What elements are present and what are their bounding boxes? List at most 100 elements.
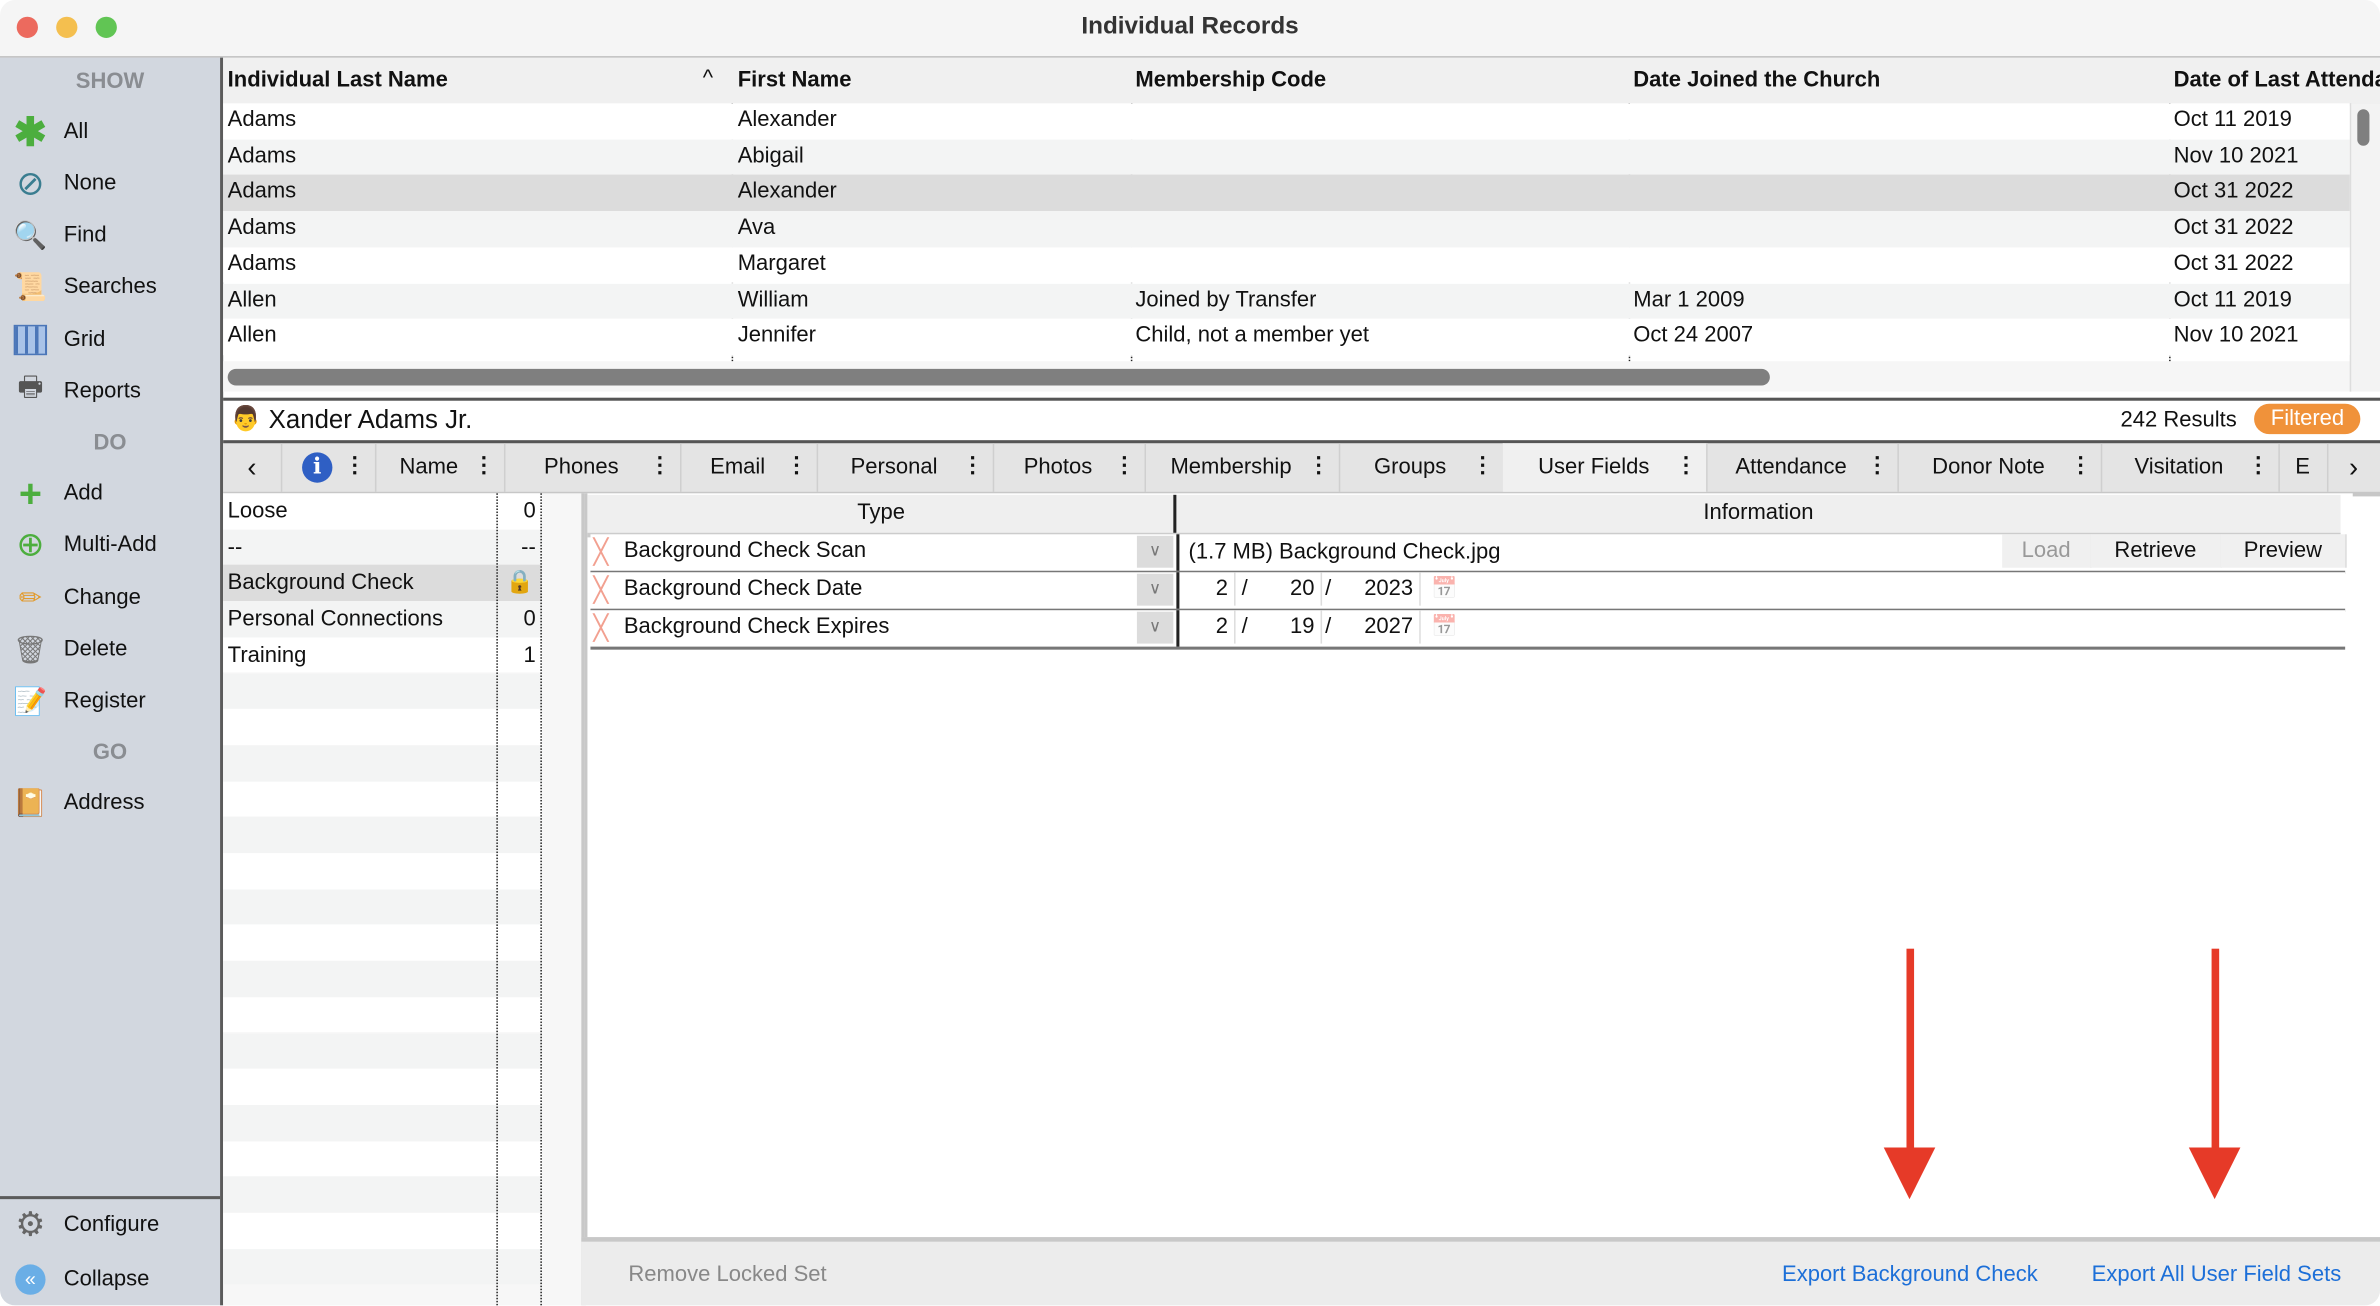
lock-icon[interactable]: 🔒 <box>505 569 534 596</box>
sidebar-item-find[interactable]: 🔍 Find <box>12 216 217 255</box>
preview-button[interactable]: Preview <box>2220 534 2347 568</box>
month-field[interactable]: 2 <box>1181 572 1236 606</box>
field-set-item[interactable]: Background Check 🔒 <box>223 565 542 602</box>
vertical-scrollbar[interactable] <box>2357 109 2370 146</box>
table-row[interactable]: Adams Alexander Oct 11 2019 <box>223 103 2350 140</box>
sort-ascending-icon[interactable]: ^ <box>702 66 714 92</box>
sidebar: SHOW ✱ All ⊘ None 🔍 Find 📜 Searches Grid 🖶 Re… <box>0 57 224 1306</box>
table-cell: Adams <box>227 107 297 133</box>
tab-menu-icon[interactable]: ⋮ <box>648 453 671 479</box>
tab-visitation[interactable]: Visitation ⋮ <box>2101 443 2280 492</box>
sidebar-item-add[interactable]: + Add <box>12 470 217 516</box>
column-header-last-name[interactable]: Individual Last Name <box>227 68 448 93</box>
load-button[interactable]: Load <box>2002 534 2092 568</box>
tab-prev-button[interactable]: ‹ <box>223 443 283 492</box>
table-row[interactable]: Adams Alexander Oct 31 2022 <box>223 175 2350 212</box>
tab-label: Personal <box>850 455 938 480</box>
tab-menu-icon[interactable]: ⋮ <box>2247 453 2270 479</box>
tab-next-button[interactable]: › <box>2348 451 2359 482</box>
tab-menu-icon[interactable]: ⋮ <box>1307 453 1330 479</box>
tab-label: User Fields <box>1538 455 1650 480</box>
export-all-user-field-sets-link[interactable]: Export All User Field Sets <box>2091 1262 2342 1288</box>
no-entry-icon: ⊘ <box>16 163 45 202</box>
sidebar-item-change[interactable]: ✏ Change <box>12 578 217 617</box>
sidebar-item-grid[interactable]: Grid <box>12 320 217 359</box>
remove-field-icon[interactable]: ╳ <box>593 540 609 567</box>
filtered-badge[interactable]: Filtered <box>2254 403 2361 435</box>
tab-donor-note[interactable]: Donor Note ⋮ <box>1897 443 2103 492</box>
tab-e[interactable]: E <box>2278 443 2329 492</box>
table-row[interactable]: Adams Abigail Nov 10 2021 <box>223 139 2350 176</box>
tab-menu-icon[interactable]: ⋮ <box>1471 453 1494 479</box>
remove-field-icon[interactable]: ╳ <box>593 578 609 605</box>
tab-email[interactable]: Email ⋮ <box>680 443 819 492</box>
remove-field-icon[interactable]: ╳ <box>593 616 609 643</box>
table-row[interactable]: Adams Margaret Oct 31 2022 <box>223 247 2350 284</box>
tab-attendance[interactable]: Attendance ⋮ <box>1706 443 1899 492</box>
field-set-count: 0 <box>523 607 536 632</box>
table-row[interactable]: Adams Ava Oct 31 2022 <box>223 211 2350 248</box>
field-set-name: -- <box>227 535 243 560</box>
minimize-button[interactable] <box>56 16 78 38</box>
field-set-item[interactable]: Loose 0 <box>223 493 542 530</box>
tab-user-fields[interactable]: User Fields ⋮ <box>1502 443 1708 492</box>
field-type: Background Check Date <box>623 576 863 602</box>
dropdown-chevron-icon[interactable]: ∨ <box>1136 573 1174 606</box>
tab-photos[interactable]: Photos ⋮ <box>993 443 1147 492</box>
field-set-item[interactable]: Personal Connections 0 <box>223 601 542 638</box>
sidebar-item-all[interactable]: ✱ All <box>13 108 89 155</box>
year-field[interactable]: 2027 <box>1345 610 1421 644</box>
tab-info[interactable]: i ⋮ <box>281 443 377 492</box>
sidebar-item-configure[interactable]: ⚙ Configure <box>12 1205 217 1244</box>
sidebar-item-delete[interactable]: 🗑 Delete <box>12 630 217 669</box>
column-header-membership-code[interactable]: Membership Code <box>1135 68 1327 93</box>
zoom-button[interactable] <box>95 16 117 38</box>
year-field[interactable]: 2023 <box>1345 572 1421 606</box>
tab-personal[interactable]: Personal ⋮ <box>817 443 995 492</box>
sidebar-item-reports[interactable]: 🖶 Reports <box>12 372 217 411</box>
tab-menu-icon[interactable]: ⋮ <box>1866 453 1889 479</box>
month-field[interactable]: 2 <box>1181 610 1236 644</box>
field-set-count: -- <box>521 535 536 560</box>
annotation-arrow-shaft <box>2211 948 2220 1154</box>
sidebar-item-collapse[interactable]: «Collapse <box>12 1260 217 1299</box>
sidebar-item-searches[interactable]: 📜 Searches <box>12 267 217 306</box>
table-row[interactable]: Allen William Joined by Transfer Mar 1 2009… <box>223 283 2350 320</box>
tab-menu-icon[interactable]: ⋮ <box>961 453 984 479</box>
retrieve-button[interactable]: Retrieve <box>2090 534 2223 568</box>
remove-locked-set-button[interactable]: Remove Locked Set <box>628 1262 827 1288</box>
column-header-date-joined[interactable]: Date Joined the Church <box>1633 68 1881 93</box>
empty-row <box>223 889 542 925</box>
sidebar-item-register[interactable]: 📝 Register <box>12 682 217 721</box>
close-button[interactable] <box>16 16 38 38</box>
column-header-first-name[interactable]: First Name <box>737 68 852 93</box>
calendar-icon[interactable]: 📅 <box>1431 613 1458 638</box>
calendar-icon[interactable]: 📅 <box>1431 575 1458 600</box>
annotation-arrow-down-icon <box>1883 1147 1936 1200</box>
tab-menu-icon[interactable]: ⋮ <box>472 453 495 479</box>
tab-name[interactable]: Name ⋮ <box>375 443 506 492</box>
dropdown-chevron-icon[interactable]: ∨ <box>1136 535 1174 568</box>
tab-menu-icon[interactable]: ⋮ <box>343 453 366 479</box>
sidebar-item-address[interactable]: 📔 Address <box>12 783 217 822</box>
sidebar-item-multi-add[interactable]: ⊕ Multi-Add <box>12 525 217 564</box>
column-divider <box>540 493 542 1306</box>
tab-menu-icon[interactable]: ⋮ <box>1113 453 1136 479</box>
field-set-item[interactable]: Training 1 <box>223 637 542 674</box>
day-field[interactable]: 19 <box>1263 610 1323 644</box>
tab-phones[interactable]: Phones ⋮ <box>504 443 682 492</box>
table-cell: Adams <box>227 215 297 240</box>
day-field[interactable]: 20 <box>1263 572 1323 606</box>
tab-groups[interactable]: Groups ⋮ <box>1339 443 1505 492</box>
sidebar-item-none[interactable]: ⊘ None <box>12 164 217 203</box>
table-row[interactable]: Allen Jennifer Child, not a member yet Oct … <box>223 319 2350 355</box>
tab-menu-icon[interactable]: ⋮ <box>1675 453 1698 479</box>
tab-membership[interactable]: Membership ⋮ <box>1144 443 1341 492</box>
tab-menu-icon[interactable]: ⋮ <box>785 453 808 479</box>
field-set-item[interactable]: -- -- <box>223 529 542 566</box>
export-background-check-link[interactable]: Export Background Check <box>1782 1262 2038 1288</box>
horizontal-scrollbar[interactable] <box>227 368 1770 386</box>
tab-menu-icon[interactable]: ⋮ <box>2069 453 2092 479</box>
column-header-last-attendance[interactable]: Date of Last Attendance <box>2173 68 2380 93</box>
dropdown-chevron-icon[interactable]: ∨ <box>1136 611 1174 644</box>
